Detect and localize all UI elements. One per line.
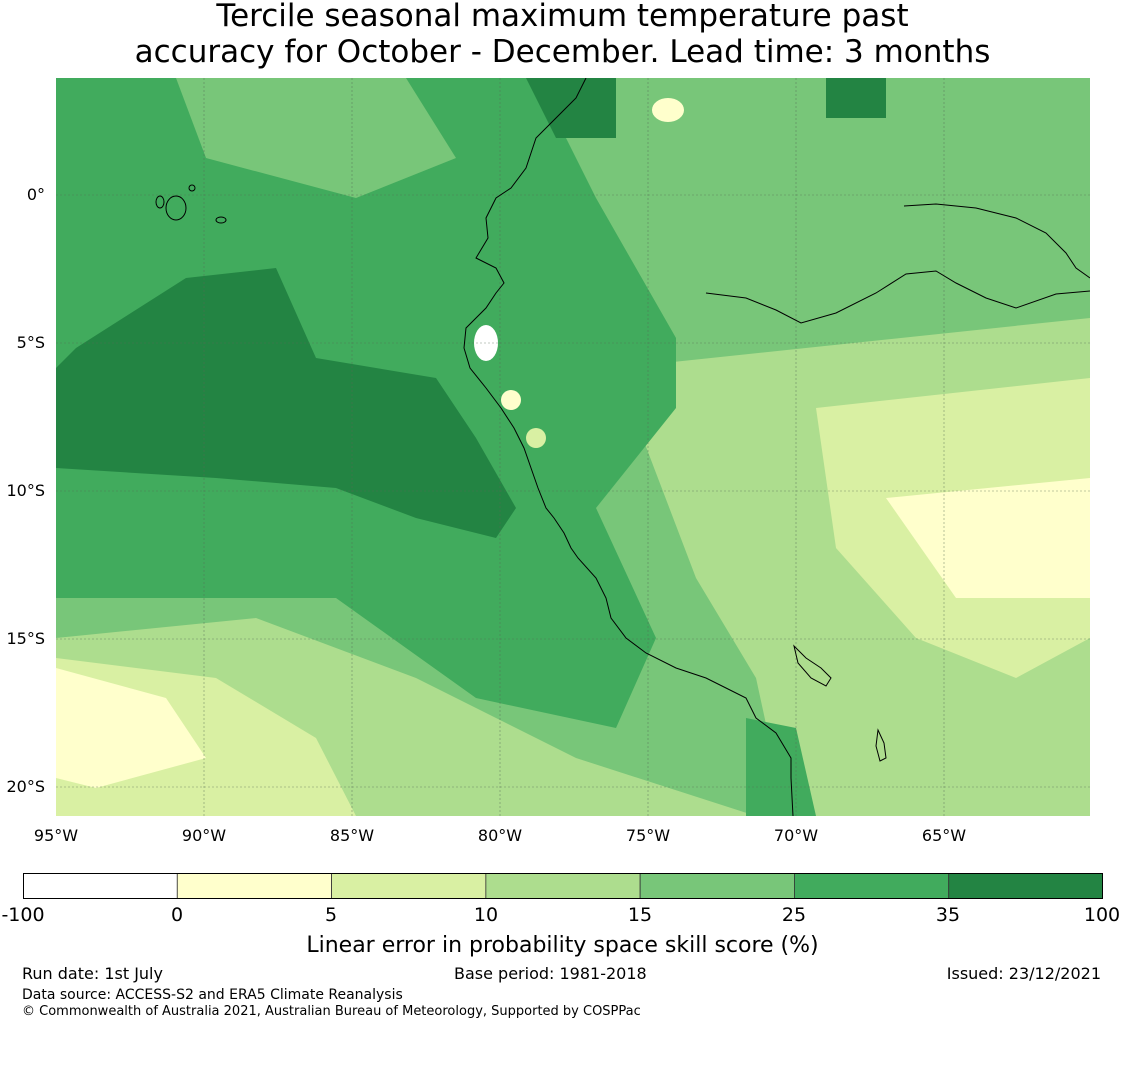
skill-score-map	[56, 78, 1090, 816]
colorbar-segment	[794, 873, 950, 899]
colorbar-segment	[639, 873, 795, 899]
lake-poopo	[875, 728, 887, 762]
coastline	[463, 78, 794, 816]
region-east-palest	[886, 478, 1090, 598]
map-title-line-2: accuracy for October - December. Lead ti…	[134, 34, 991, 70]
lon-tick: 85°W	[329, 826, 375, 845]
lat-tick: 5°S	[16, 333, 45, 352]
amazon-river-branch	[705, 270, 1090, 324]
colorbar-border	[23, 873, 1103, 899]
grid-lines	[56, 78, 1090, 816]
base-period: Base period: 1981-2018	[454, 964, 647, 983]
colorbar-label: 10	[473, 904, 499, 926]
data-source: Data source: ACCESS-S2 and ERA5 Climate …	[22, 987, 403, 1003]
region-north-dark	[526, 78, 616, 138]
colorbar-segment	[23, 873, 178, 899]
run-date: Run date: 1st July	[22, 964, 163, 983]
highland-spot	[652, 98, 684, 122]
region-coast-medium	[746, 718, 816, 816]
colorbar-label: 5	[324, 904, 338, 926]
lon-tick: 65°W	[921, 826, 967, 845]
colorbar-title: Linear error in probability space skill …	[306, 933, 819, 958]
lon-tick: 70°W	[773, 826, 819, 845]
colorbar-label: 0	[170, 904, 184, 926]
lon-tick: 80°W	[477, 826, 523, 845]
lat-tick: 0°	[26, 185, 45, 204]
lon-tick: 90°W	[181, 826, 227, 845]
colorbar-label: 35	[935, 904, 961, 926]
colorbar-segment	[331, 873, 487, 899]
region-northeast-dark	[826, 78, 886, 118]
highland-spot	[501, 390, 521, 410]
map-title-line-1: Tercile seasonal maximum temperature pas…	[216, 0, 909, 34]
colorbar-segment	[948, 873, 1103, 899]
colorbar-segment	[485, 873, 641, 899]
colorbar-label: 15	[627, 904, 653, 926]
map-area[interactable]	[56, 78, 1090, 816]
lon-tick: 95°W	[33, 826, 79, 845]
lat-tick: 20°S	[6, 777, 45, 796]
colorbar	[23, 873, 1103, 899]
colorbar-label: -100	[1, 904, 45, 926]
region-southwest-palest	[56, 668, 206, 788]
issued-date: Issued: 23/12/2021	[946, 964, 1101, 983]
galapagos-islands	[155, 184, 227, 224]
copyright: © Commonwealth of Australia 2021, Austra…	[22, 1004, 641, 1019]
highland-spot	[526, 428, 546, 448]
lat-tick: 15°S	[6, 629, 45, 648]
lake-titicaca	[793, 644, 832, 687]
colorbar-label: 25	[781, 904, 807, 926]
lon-tick: 75°W	[625, 826, 671, 845]
colorbar-segment	[176, 873, 332, 899]
lat-tick: 10°S	[6, 481, 45, 500]
colorbar-label: 100	[1083, 904, 1121, 926]
region-north-light	[176, 78, 456, 198]
amazon-river	[903, 203, 1090, 279]
region-ocean-dark	[56, 268, 516, 538]
